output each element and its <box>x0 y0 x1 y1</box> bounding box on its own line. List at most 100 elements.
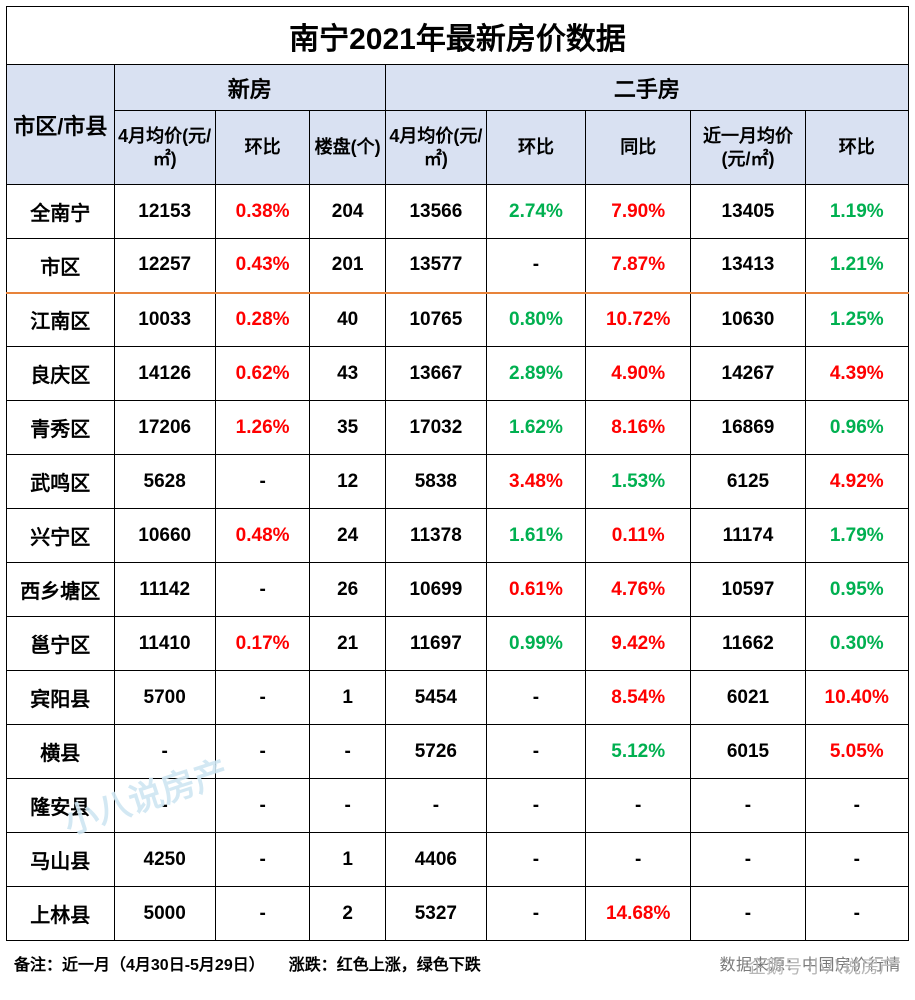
table-cell: 1.21% <box>805 239 909 293</box>
table-cell: - <box>585 779 690 833</box>
table-cell: 1.61% <box>486 509 585 563</box>
table-cell: 5327 <box>385 887 486 941</box>
table-cell: - <box>486 779 585 833</box>
table-cell: 14126 <box>114 347 215 401</box>
table-cell: - <box>585 833 690 887</box>
table-cell: - <box>114 725 215 779</box>
table-cell: 青秀区 <box>7 401 115 455</box>
table-cell: 0.80% <box>486 293 585 347</box>
table-cell: 5700 <box>114 671 215 725</box>
table-cell: 1.53% <box>585 455 690 509</box>
table-cell: - <box>805 779 909 833</box>
col-used-m1-mom: 环比 <box>805 111 909 185</box>
table-cell: 11410 <box>114 617 215 671</box>
col-region: 市区/市县 <box>7 65 115 185</box>
table-cell: 邕宁区 <box>7 617 115 671</box>
table-cell: 横县 <box>7 725 115 779</box>
table-cell: - <box>691 779 805 833</box>
table-cell: 21 <box>310 617 385 671</box>
table-cell: 10765 <box>385 293 486 347</box>
table-cell: - <box>310 725 385 779</box>
table-cell: 江南区 <box>7 293 115 347</box>
table-cell: 10.40% <box>805 671 909 725</box>
table-cell: 6021 <box>691 671 805 725</box>
table-row: 全南宁121530.38%204135662.74%7.90%134051.19… <box>7 185 909 239</box>
table-row: 青秀区172061.26%35170321.62%8.16%168690.96% <box>7 401 909 455</box>
table-cell: 4.39% <box>805 347 909 401</box>
table-cell: 13566 <box>385 185 486 239</box>
table-cell: 5.05% <box>805 725 909 779</box>
table-cell: 7.90% <box>585 185 690 239</box>
col-used-price: 4月均价(元/㎡) <box>385 111 486 185</box>
table-cell: 11174 <box>691 509 805 563</box>
table-cell: - <box>215 455 310 509</box>
table-cell: 10033 <box>114 293 215 347</box>
table-cell: 0.38% <box>215 185 310 239</box>
table-cell: 13577 <box>385 239 486 293</box>
table-cell: - <box>486 887 585 941</box>
table-row: 武鸣区5628-1258383.48%1.53%61254.92% <box>7 455 909 509</box>
table-cell: 马山县 <box>7 833 115 887</box>
table-cell: 12257 <box>114 239 215 293</box>
table-cell: 201 <box>310 239 385 293</box>
table-cell: 5.12% <box>585 725 690 779</box>
table-cell: 0.95% <box>805 563 909 617</box>
table-cell: - <box>805 887 909 941</box>
table-row: 西乡塘区11142-26106990.61%4.76%105970.95% <box>7 563 909 617</box>
table-cell: 1.19% <box>805 185 909 239</box>
table-cell: 3.48% <box>486 455 585 509</box>
table-cell: 5726 <box>385 725 486 779</box>
table-cell: 1.62% <box>486 401 585 455</box>
table-cell: 西乡塘区 <box>7 563 115 617</box>
table-cell: 0.17% <box>215 617 310 671</box>
table-row: 兴宁区106600.48%24113781.61%0.11%111741.79% <box>7 509 909 563</box>
table-cell: 2 <box>310 887 385 941</box>
table-cell: 0.11% <box>585 509 690 563</box>
col-new-mom: 环比 <box>215 111 310 185</box>
table-cell: 0.99% <box>486 617 585 671</box>
table-cell: 武鸣区 <box>7 455 115 509</box>
table-cell: 14267 <box>691 347 805 401</box>
table-cell: - <box>486 671 585 725</box>
table-cell: 0.43% <box>215 239 310 293</box>
table-cell: 5838 <box>385 455 486 509</box>
table-cell: 204 <box>310 185 385 239</box>
table-row: 市区122570.43%20113577-7.87%134131.21% <box>7 239 909 293</box>
table-cell: 全南宁 <box>7 185 115 239</box>
table-cell: 0.62% <box>215 347 310 401</box>
table-row: 江南区100330.28%40107650.80%10.72%106301.25… <box>7 293 909 347</box>
table-cell: 4.90% <box>585 347 690 401</box>
table-row: 良庆区141260.62%43136672.89%4.90%142674.39% <box>7 347 909 401</box>
table-cell: 13667 <box>385 347 486 401</box>
table-cell: 10699 <box>385 563 486 617</box>
footer-note: 备注：近一月（4月30日-5月29日） 涨跌：红色上涨，绿色下跌 数据来源：中国… <box>6 941 909 981</box>
table-cell: 6015 <box>691 725 805 779</box>
table-cell: 4250 <box>114 833 215 887</box>
table-cell: 市区 <box>7 239 115 293</box>
table-cell: 8.54% <box>585 671 690 725</box>
table-cell: 10.72% <box>585 293 690 347</box>
table-cell: 上林县 <box>7 887 115 941</box>
table-cell: 兴宁区 <box>7 509 115 563</box>
table-cell: 8.16% <box>585 401 690 455</box>
table-title: 南宁2021年最新房价数据 <box>7 7 909 65</box>
table-cell: - <box>114 779 215 833</box>
table-body: 全南宁121530.38%204135662.74%7.90%134051.19… <box>7 185 909 941</box>
col-group-used: 二手房 <box>385 65 908 111</box>
table-cell: 16869 <box>691 401 805 455</box>
table-cell: - <box>215 779 310 833</box>
table-cell: 宾阳县 <box>7 671 115 725</box>
table-cell: - <box>310 779 385 833</box>
table-cell: 1 <box>310 671 385 725</box>
table-cell: - <box>486 239 585 293</box>
table-cell: - <box>215 887 310 941</box>
table-cell: 11142 <box>114 563 215 617</box>
table-cell: 2.89% <box>486 347 585 401</box>
table-cell: 0.48% <box>215 509 310 563</box>
table-cell: - <box>215 563 310 617</box>
table-cell: 26 <box>310 563 385 617</box>
table-cell: - <box>215 725 310 779</box>
table-cell: 11697 <box>385 617 486 671</box>
table-cell: 1 <box>310 833 385 887</box>
col-used-mom: 环比 <box>486 111 585 185</box>
